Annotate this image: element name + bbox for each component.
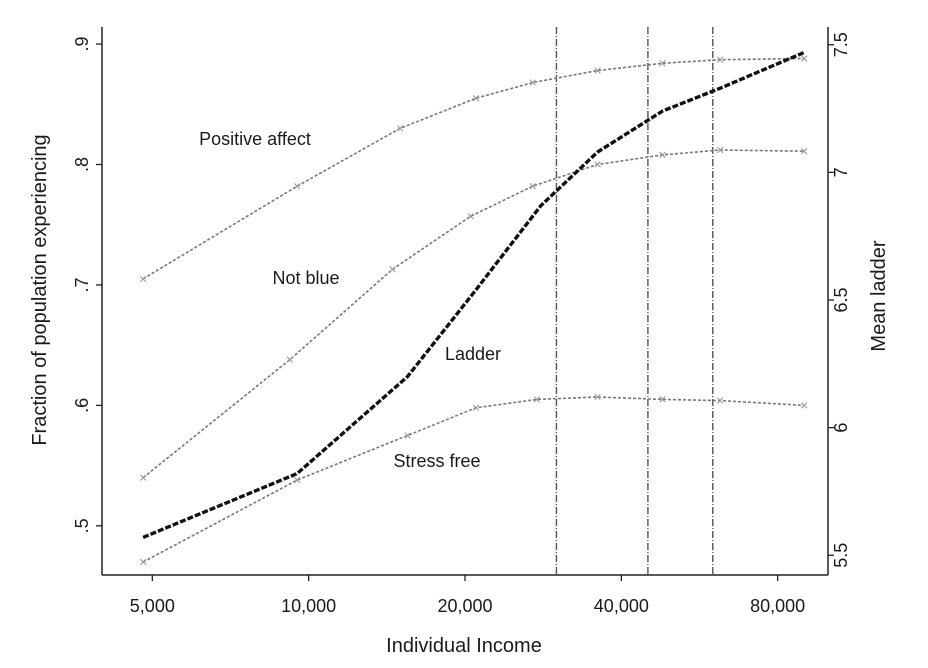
y-right-tick-label: 5.5 xyxy=(831,543,851,568)
y-left-axis-title: Fraction of population experiencing xyxy=(29,134,51,445)
y-left-tick-label: .8 xyxy=(72,157,92,172)
data-point-not-blue xyxy=(389,266,396,273)
x-tick-label: 20,000 xyxy=(437,596,492,616)
data-point-not-blue xyxy=(139,474,147,481)
x-tick-label: 40,000 xyxy=(594,596,649,616)
data-point-positive-affect xyxy=(139,275,147,283)
y-left-tick-label: .5 xyxy=(72,518,92,533)
data-point-not-blue xyxy=(659,151,666,159)
data-point-positive-affect xyxy=(396,125,404,132)
data-point-not-blue xyxy=(801,148,808,155)
data-point-positive-affect xyxy=(659,60,666,67)
data-point-stress-free xyxy=(533,396,541,403)
y-left-tick-label: .9 xyxy=(72,37,92,52)
x-axis-title: Individual Income xyxy=(386,635,542,657)
data-point-positive-affect xyxy=(293,182,301,190)
data-point-stress-free xyxy=(801,402,808,409)
series-label-ladder: Ladder xyxy=(445,344,501,364)
data-point-not-blue xyxy=(467,213,474,220)
series-line-ladder xyxy=(142,50,805,539)
series-label-positive-affect: Positive affect xyxy=(199,129,311,149)
series-label-stress-free: Stress free xyxy=(393,451,480,471)
y-left-tick-label: .6 xyxy=(72,398,92,413)
data-point-stress-free xyxy=(716,397,724,404)
y-right-tick-label: 6 xyxy=(831,423,851,433)
y-left-tick-label: .7 xyxy=(72,277,92,292)
data-point-positive-affect xyxy=(472,95,480,102)
series-line-stress-free xyxy=(142,396,805,563)
data-point-stress-free xyxy=(404,432,411,439)
x-tick-label: 5,000 xyxy=(130,596,175,616)
data-point-not-blue xyxy=(594,161,601,168)
y-right-tick-label: 7.5 xyxy=(831,32,851,57)
data-point-stress-free xyxy=(293,476,301,484)
data-point-positive-affect xyxy=(801,55,808,62)
y-right-tick-label: 7 xyxy=(831,167,851,177)
data-point-stress-free xyxy=(139,558,147,566)
series-line-positive-affect xyxy=(142,57,805,280)
data-point-positive-affect xyxy=(529,79,536,86)
data-point-stress-free xyxy=(472,404,480,411)
data-point-not-blue xyxy=(286,356,294,363)
data-point-stress-free xyxy=(594,393,601,401)
series-label-not-blue: Not blue xyxy=(272,268,339,288)
data-point-positive-affect xyxy=(716,56,724,63)
data-point-positive-affect xyxy=(594,67,601,74)
data-point-not-blue xyxy=(716,146,724,154)
x-tick-label: 80,000 xyxy=(750,596,805,616)
data-point-stress-free xyxy=(659,396,666,403)
data-point-not-blue xyxy=(529,182,536,190)
x-tick-label: 10,000 xyxy=(281,596,336,616)
y-right-tick-label: 6.5 xyxy=(831,287,851,312)
y-right-axis-title: Mean ladder xyxy=(868,240,890,352)
series-line-not-blue xyxy=(142,149,805,479)
